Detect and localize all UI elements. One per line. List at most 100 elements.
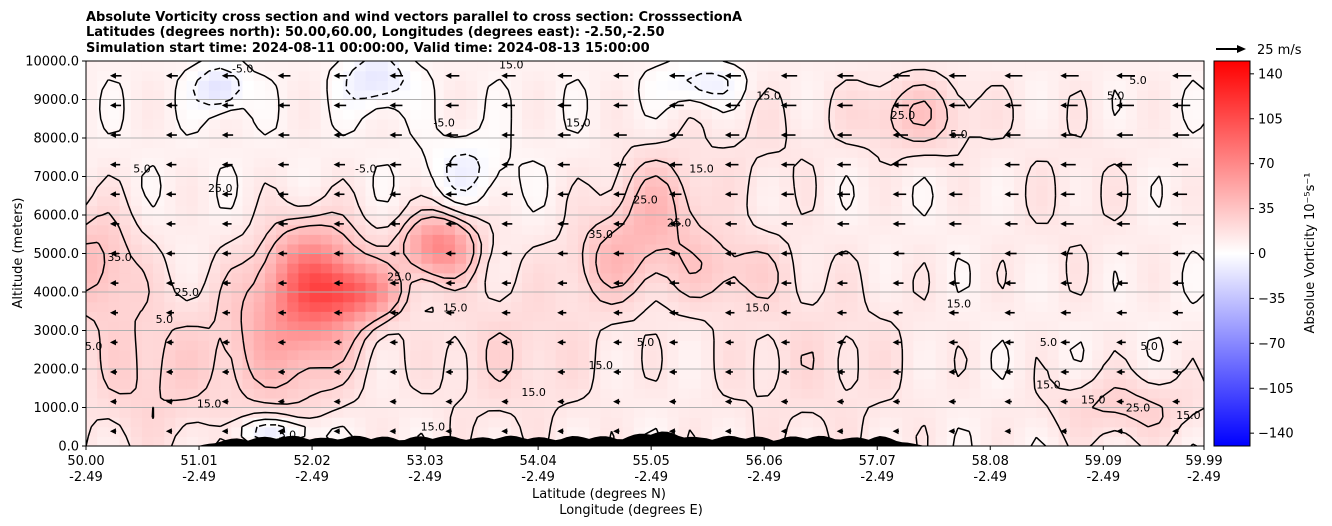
vorticity-cell	[208, 128, 221, 139]
vorticity-cell	[197, 388, 210, 399]
vorticity-cell	[231, 157, 244, 168]
wind-vector	[557, 280, 568, 287]
vorticity-cell	[399, 118, 411, 129]
vorticity-cell	[745, 89, 758, 101]
wind-vector	[109, 102, 122, 109]
vorticity-cell	[1002, 282, 1015, 293]
vorticity-cell	[712, 176, 724, 187]
vorticity-cell	[745, 301, 758, 312]
vorticity-cell	[656, 215, 668, 226]
vorticity-cell	[589, 89, 601, 101]
vorticity-cell	[253, 147, 266, 158]
vorticity-cell	[164, 349, 177, 360]
vorticity-cell	[600, 80, 613, 91]
vorticity-cell	[1069, 99, 1082, 110]
vorticity-cell	[846, 426, 859, 437]
vorticity-cell	[276, 176, 288, 187]
vorticity-cell	[1092, 436, 1104, 446]
vorticity-cell	[488, 195, 501, 206]
vorticity-cell	[667, 320, 680, 332]
vorticity-cell	[1136, 359, 1149, 370]
vorticity-cell	[242, 80, 255, 91]
vorticity-cell	[645, 243, 657, 255]
vorticity-cell	[1181, 80, 1194, 91]
vorticity-cell	[902, 89, 914, 101]
vorticity-cell	[633, 243, 646, 255]
vorticity-cell	[164, 263, 177, 274]
vorticity-cell	[1092, 99, 1104, 110]
vorticity-cell	[533, 176, 545, 187]
vorticity-cell	[935, 282, 948, 293]
vorticity-cell	[287, 426, 300, 437]
vorticity-cell	[946, 417, 959, 428]
vorticity-cell	[320, 359, 333, 370]
vorticity-cell	[902, 359, 914, 370]
vorticity-cell	[208, 186, 221, 197]
vorticity-cell	[913, 397, 926, 409]
vorticity-cell	[1159, 99, 1172, 110]
vorticity-cell	[354, 311, 367, 322]
vorticity-cell	[220, 215, 232, 226]
vorticity-cell	[287, 157, 300, 168]
vorticity-cell	[1148, 349, 1160, 360]
vorticity-cell	[1170, 166, 1183, 178]
vorticity-cell	[175, 157, 188, 168]
vorticity-cell	[969, 301, 981, 312]
vorticity-cell	[276, 407, 288, 418]
vorticity-cell	[1092, 186, 1104, 197]
vorticity-cell	[1047, 147, 1060, 158]
vorticity-cell	[466, 224, 478, 235]
vorticity-cell	[343, 243, 355, 255]
vorticity-cell	[309, 186, 322, 197]
vorticity-cell	[1092, 224, 1104, 235]
vorticity-cell	[577, 166, 590, 178]
vorticity-cell	[801, 138, 814, 149]
vorticity-cell	[1013, 397, 1026, 409]
vorticity-cell	[365, 99, 378, 110]
vorticity-cell	[890, 176, 903, 187]
vorticity-cell	[689, 118, 702, 129]
vorticity-cell	[991, 320, 1004, 332]
vorticity-cell	[823, 138, 836, 149]
vorticity-cell	[387, 292, 400, 303]
wind-vector	[165, 220, 176, 227]
vorticity-cell	[935, 263, 948, 274]
vorticity-cell	[443, 301, 456, 312]
vorticity-cell	[253, 330, 266, 341]
vorticity-cell	[443, 349, 456, 360]
vorticity-cell	[678, 330, 691, 341]
vorticity-cell	[633, 99, 646, 110]
vorticity-cell	[477, 157, 490, 168]
vorticity-cell	[1159, 426, 1172, 437]
vorticity-cell	[399, 282, 411, 293]
wind-vector	[389, 368, 397, 375]
vorticity-cell	[946, 234, 959, 245]
vorticity-cell	[309, 272, 322, 283]
vorticity-cell	[1036, 243, 1049, 255]
vorticity-cell	[1114, 118, 1127, 129]
vorticity-cell	[969, 282, 981, 293]
vorticity-cell	[86, 330, 98, 341]
vorticity-cell	[354, 292, 367, 303]
x-tick-label-longitude: -2.49	[521, 470, 555, 485]
vorticity-cell	[399, 80, 411, 91]
vorticity-cell	[589, 234, 601, 245]
vorticity-cell	[544, 263, 557, 274]
vorticity-cell	[946, 359, 959, 370]
vorticity-cell	[1103, 436, 1116, 446]
vorticity-cell	[97, 89, 109, 101]
vorticity-cell	[980, 263, 993, 274]
vorticity-cell	[153, 436, 165, 446]
vorticity-cell	[253, 61, 266, 72]
vorticity-cell	[197, 253, 210, 264]
vorticity-cell	[365, 89, 378, 101]
y-axis: 0.01000.02000.03000.04000.05000.06000.07…	[25, 55, 86, 455]
wind-vector	[1116, 161, 1132, 168]
vorticity-cell	[130, 205, 143, 216]
vorticity-cell	[1103, 407, 1116, 418]
vorticity-cell	[946, 138, 959, 149]
vorticity-cell	[935, 378, 948, 389]
vorticity-cell	[734, 166, 747, 178]
vorticity-cell	[331, 417, 344, 428]
wind-vector	[557, 428, 564, 435]
